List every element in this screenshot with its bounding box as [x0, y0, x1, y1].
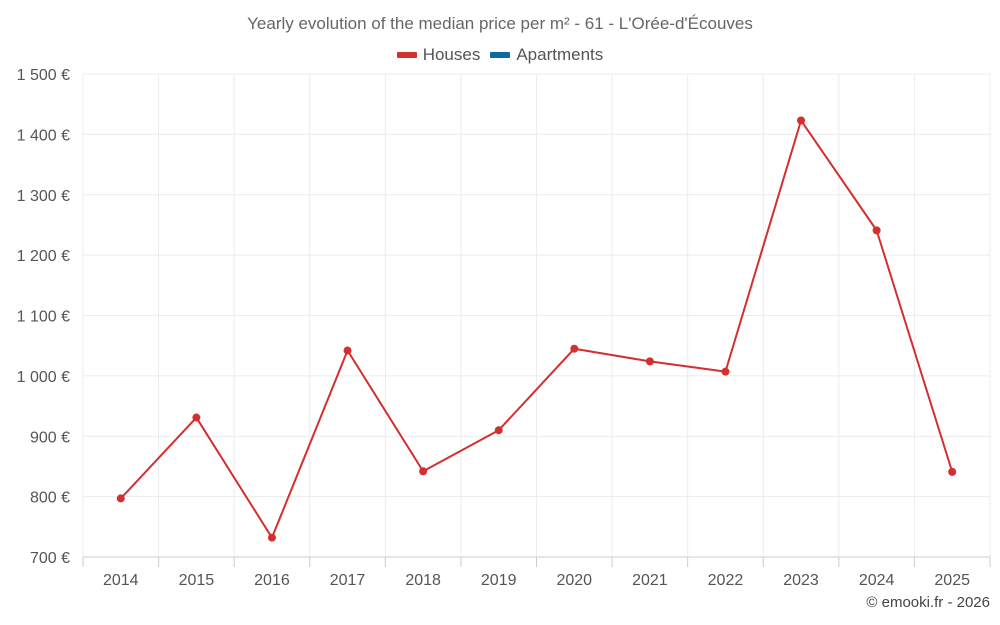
legend-item-houses[interactable]: Houses [396, 45, 481, 65]
y-tick-label: 1 000 € [17, 369, 70, 386]
data-point-houses-2019 [494, 426, 503, 435]
legend-swatch-houses [396, 52, 417, 58]
credit-text: © emooki.fr - 2026 [866, 594, 990, 611]
data-point-houses-2020 [570, 344, 579, 353]
data-point-houses-2015 [192, 413, 201, 422]
y-tick-label: 1 200 € [17, 248, 70, 265]
x-tick-label: 2020 [556, 572, 592, 589]
legend-swatch-apartments [490, 52, 511, 58]
chart-title: Yearly evolution of the median price per… [247, 14, 753, 33]
y-tick-label: 700 € [30, 550, 70, 567]
data-point-houses-2023 [797, 116, 806, 125]
x-tick-label: 2021 [632, 572, 668, 589]
series-line-houses [120, 119, 954, 539]
x-tick-label: 2015 [179, 572, 215, 589]
x-tick-label: 2016 [254, 572, 290, 589]
x-tick-label: 2017 [330, 572, 366, 589]
x-tick-label: 2014 [103, 572, 139, 589]
chart-legend: Houses Apartments [0, 45, 1000, 65]
x-tick-label: 2024 [859, 572, 895, 589]
x-tick-label: 2023 [783, 572, 819, 589]
data-point-houses-2025 [948, 467, 957, 476]
data-point-houses-2024 [872, 226, 881, 235]
x-tick-label: 2018 [405, 572, 441, 589]
y-tick-label: 1 400 € [17, 127, 70, 144]
x-tick-label: 2019 [481, 572, 517, 589]
legend-item-apartments[interactable]: Apartments [490, 45, 603, 65]
x-tick-label: 2022 [708, 572, 744, 589]
y-tick-label: 800 € [30, 490, 70, 507]
data-point-houses-2017 [343, 346, 352, 355]
x-tick-label: 2025 [934, 572, 970, 589]
y-tick-label: 1 500 € [17, 67, 70, 84]
y-tick-label: 1 100 € [17, 309, 70, 326]
data-point-houses-2014 [116, 494, 125, 503]
y-tick-label: 900 € [30, 429, 70, 446]
data-point-houses-2021 [645, 357, 654, 366]
legend-label-apartments: Apartments [516, 45, 604, 64]
data-point-houses-2016 [267, 533, 276, 542]
data-point-houses-2018 [419, 467, 428, 476]
y-tick-label: 1 300 € [17, 188, 70, 205]
legend-label-houses: Houses [422, 45, 481, 64]
data-point-houses-2022 [721, 367, 730, 376]
